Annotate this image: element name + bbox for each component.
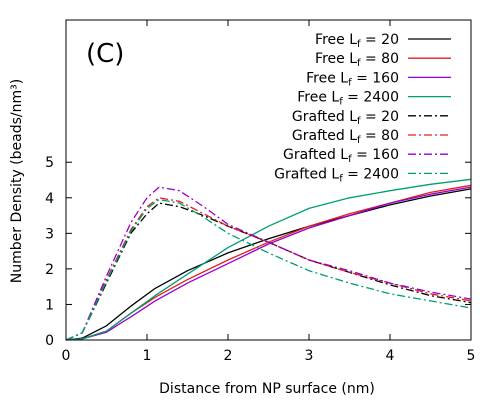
- y-tick-label: 4: [45, 191, 54, 207]
- x-tick-label: 2: [224, 348, 233, 364]
- x-tick-label: 3: [305, 348, 314, 364]
- y-tick-label: 2: [45, 262, 54, 278]
- series-line-0: [65, 188, 472, 341]
- plot-frame: [65, 19, 472, 341]
- series-line-5: [65, 197, 472, 341]
- series-line-2: [65, 186, 472, 341]
- y-tick-label: 0: [45, 333, 54, 349]
- legend-entry-label: Free Lf = 160: [306, 70, 399, 88]
- y-axis-label: Number Density (beads/nm³): [9, 79, 25, 283]
- legend-entry-label: Free Lf = 20: [315, 32, 399, 50]
- series-layer: [65, 178, 472, 341]
- series-line-3: [65, 178, 472, 341]
- y-tick-label: 1: [45, 297, 54, 313]
- legend-entry-label: Free Lf = 2400: [297, 90, 399, 108]
- legend-entry-label: Grafted Lf = 2400: [274, 166, 399, 184]
- legend-entry-label: Grafted Lf = 20: [292, 109, 399, 127]
- x-tick-label: 5: [467, 348, 476, 364]
- x-tick-label: 0: [62, 348, 71, 364]
- panel-label: (C): [86, 39, 124, 69]
- y-tick-label: 5: [45, 155, 54, 171]
- ticks-layer: 0 1 2 3 4 5 0 1 2 3 4 5: [45, 20, 475, 364]
- legend-entry-label: Grafted Lf = 80: [292, 128, 399, 146]
- x-tick-label: 4: [386, 348, 395, 364]
- series-line-4: [65, 202, 472, 341]
- legend-entry-label: Grafted Lf = 160: [283, 147, 399, 165]
- y-tick-label: 3: [45, 226, 54, 242]
- series-line-6: [65, 186, 472, 341]
- legend-entry-label: Free Lf = 80: [315, 51, 399, 69]
- x-axis-label: Distance from NP surface (nm): [159, 381, 375, 397]
- x-tick-label: 1: [143, 348, 152, 364]
